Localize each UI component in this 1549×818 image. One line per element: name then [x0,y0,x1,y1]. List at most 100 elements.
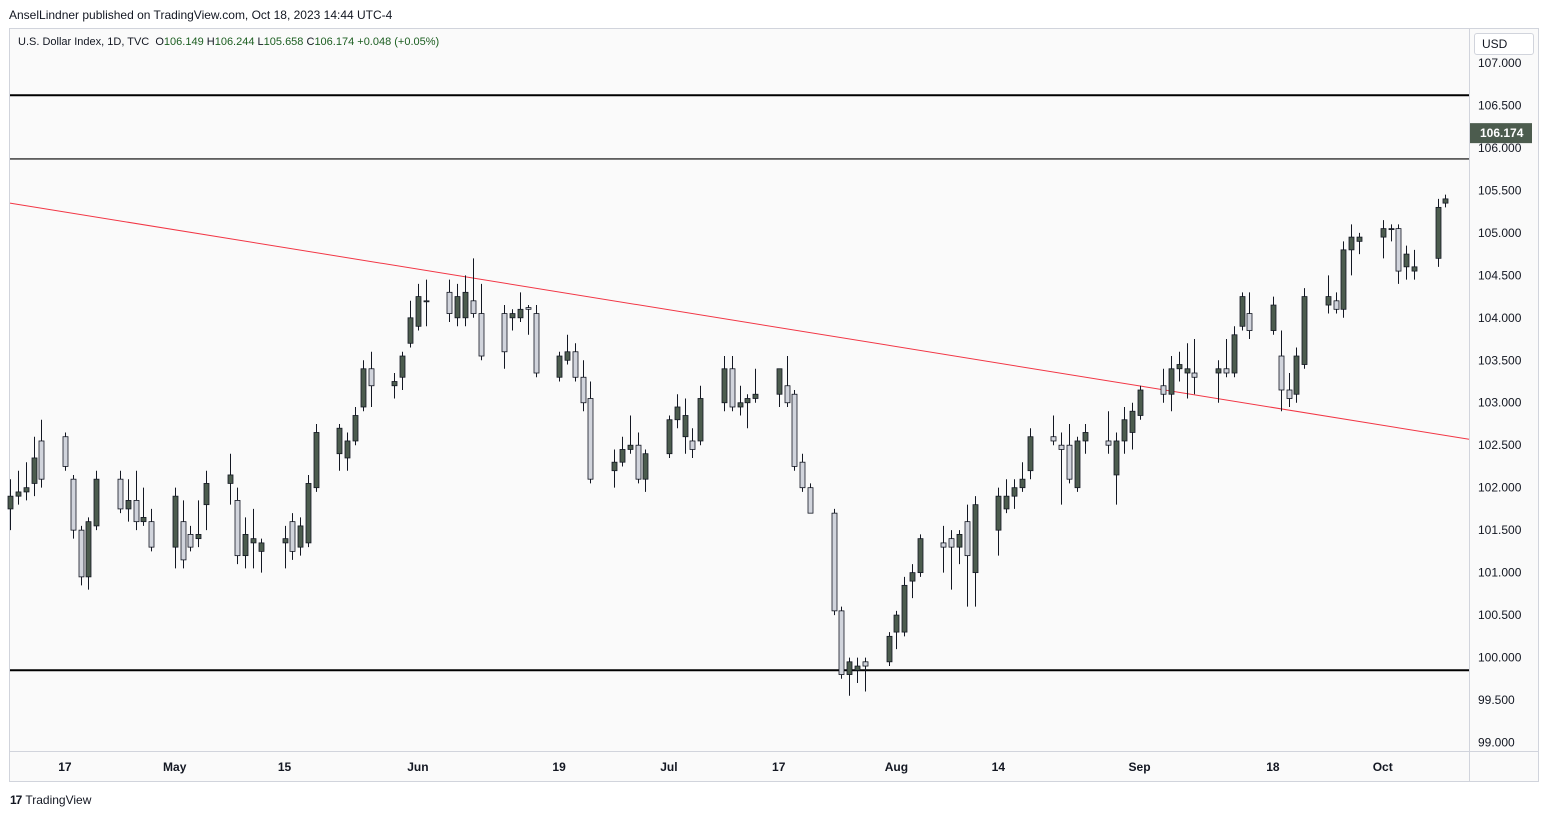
candle [854,657,861,684]
candle-body [203,483,210,506]
price-axis[interactable]: 99.000 99.500 100.000 100.500 101.000 101.500… [1478,56,1522,750]
candle-body [1435,206,1442,259]
candle-body [478,313,485,357]
candle-body [93,478,100,527]
candle [282,525,289,569]
price-tick-label: 104.000 [1478,311,1522,325]
candle [572,343,579,382]
time-axis[interactable]: 17 May 15 Jun 19 Jul 17 Aug 14 Sep 18 Oct [58,760,1392,774]
candle-body [1246,313,1253,331]
legend-high-label: H [206,36,215,48]
candle [509,309,516,331]
candle [1239,292,1246,331]
candle [1348,224,1355,276]
legend-close-label: C [306,36,315,48]
candle [799,453,806,492]
candle [689,428,696,458]
candle [721,356,728,412]
candle [31,436,38,497]
time-tick-label: 17 [772,760,786,774]
candle [1286,373,1293,407]
candle-body [15,491,22,497]
price-tick-label: 103.500 [1478,353,1522,367]
price-tick-label: 106.000 [1478,141,1522,155]
candle [1066,423,1073,484]
candle-body [940,542,947,548]
candle [313,423,320,492]
candle [893,610,900,650]
candle-body [901,584,908,633]
candle [1325,275,1332,314]
candle [619,436,626,467]
candle [125,479,132,522]
candle-body [1082,432,1089,442]
price-tick-label: 101.500 [1478,523,1522,537]
candle-body [1113,440,1120,476]
time-tick-label: 15 [278,760,292,774]
candle [1027,428,1034,480]
candle [1058,432,1065,505]
price-tick-label: 102.000 [1478,481,1522,495]
candle [289,513,296,560]
legend-change: +0.048 (+0.05%) [357,36,440,48]
price-tick-label: 106.500 [1478,98,1522,112]
candle-body [282,538,289,544]
candle-body [258,542,265,552]
candle-body [117,478,124,510]
candle-body [744,398,751,404]
symbol-legend[interactable]: U.S. Dollar Index, 1D, TVC O106.149 H106… [18,36,439,48]
candle [1215,360,1222,403]
tradingview-mark-icon: 17 [10,793,22,807]
candle [1333,292,1340,314]
candle [737,385,744,416]
candle [501,305,508,369]
candle-body [195,534,202,540]
candle [203,470,210,531]
candle-body [1340,249,1347,310]
tradingview-logo[interactable]: 17 TradingView [10,793,91,807]
chart-panel[interactable] [9,28,1539,782]
candle [525,305,532,335]
candle [242,517,249,569]
candle [846,657,853,696]
candle [1301,288,1308,369]
candle-body [62,436,69,467]
candle [140,487,147,526]
trendline[interactable] [9,202,1470,440]
candle [517,292,524,323]
candle [917,534,924,577]
candle-body [407,317,414,344]
candle [909,564,916,599]
horizontal-levels [10,94,1469,672]
candle-body [533,313,540,374]
candle [172,487,179,569]
candle-body [917,538,924,574]
candle [1160,368,1167,403]
candle-body [619,449,626,463]
candle [972,496,979,607]
candle [1411,249,1418,280]
candle [744,394,751,429]
candle [133,470,140,531]
candle [1137,385,1144,420]
candle-body [1058,444,1065,450]
candle [1121,406,1128,454]
candle [556,351,563,382]
candle-body [784,385,791,404]
candle-body [556,355,563,378]
last-price-tag-bg [1470,123,1532,144]
candle [23,462,30,501]
candle-body [7,495,14,510]
candle-body [1215,368,1222,374]
candle [1176,351,1183,382]
candle [697,385,704,446]
candle-body [972,504,979,574]
price-tick-label: 100.000 [1478,651,1522,665]
candle-body [133,500,140,523]
candle-body [78,529,85,578]
candle [62,432,69,471]
candle [423,279,430,327]
candle [1082,423,1089,454]
currency-button[interactable]: USD [1474,33,1534,55]
